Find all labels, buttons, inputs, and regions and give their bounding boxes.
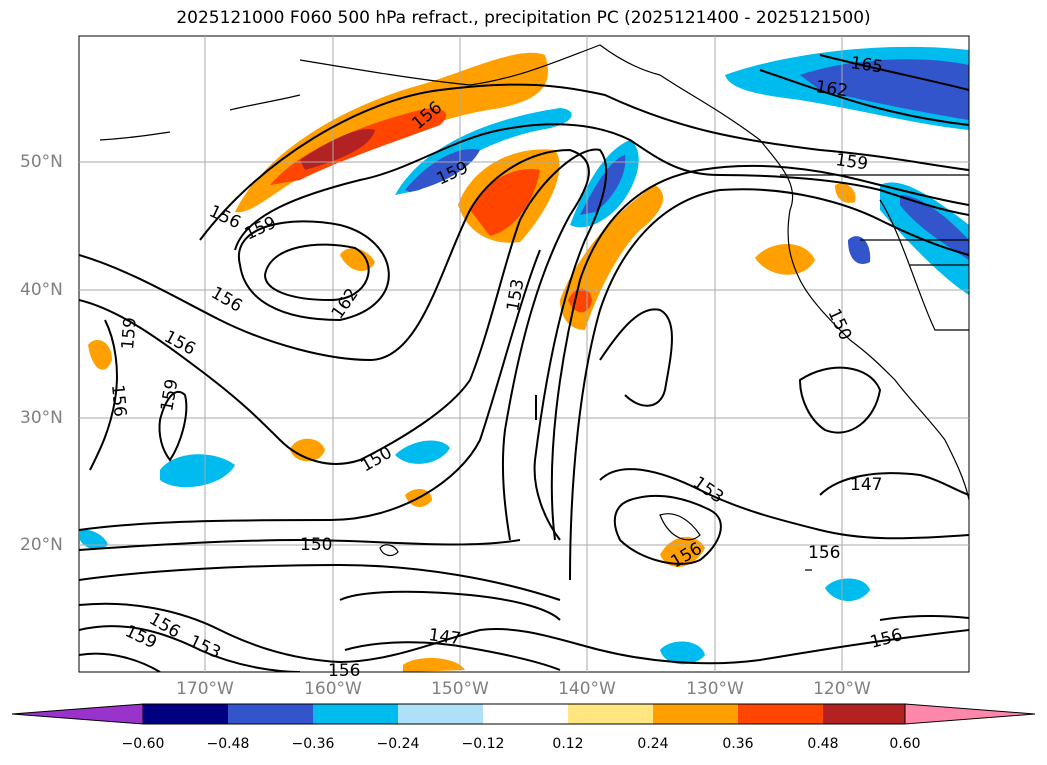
colorbar-tick: 0.36 (722, 736, 754, 752)
precip-patch-small-4 (395, 440, 450, 464)
colorbar-bin (738, 704, 823, 724)
colorbar-bin (313, 704, 398, 724)
contour-label: 159 (157, 377, 182, 412)
lon-label: 160°W (304, 679, 362, 699)
lat-label: 40°N (20, 280, 63, 300)
precip-patch-small-5 (755, 244, 815, 275)
precip-patch-small-3 (160, 454, 235, 488)
colorbar-tick: 0.60 (889, 736, 921, 752)
precip-patch-diag-darkblue (580, 155, 626, 215)
colorbar-bin (568, 704, 653, 724)
colorbar-tick: 0.12 (552, 736, 584, 752)
lon-label: 130°W (686, 679, 744, 699)
contour-label: 147 (427, 625, 462, 649)
colorbar-tick: −0.12 (461, 736, 505, 752)
precip-patch-small-13 (835, 183, 856, 203)
precip-patch-small-8 (660, 641, 705, 665)
colorbar-tick: 0.24 (637, 736, 669, 752)
precip-patch-small-2 (290, 438, 325, 462)
contours (79, 54, 969, 672)
contour-label: 156 (808, 543, 840, 563)
precip-patch-small-12 (80, 529, 108, 550)
colorbar-bin (143, 704, 228, 724)
precip-patch-small-9 (88, 340, 112, 370)
precip-patch-small-10 (403, 658, 465, 672)
lon-label: 150°W (431, 679, 489, 699)
lat-label: 50°N (20, 152, 63, 172)
map-title: 2025121000 F060 500 hPa refract., precip… (176, 8, 871, 28)
contour-label: 147 (850, 475, 882, 495)
colorbar-bin (483, 704, 568, 724)
colorbar-extend-max (904, 703, 1036, 725)
contour-label: 159 (242, 213, 280, 245)
colorbar-tick: −0.24 (376, 736, 420, 752)
colorbar-tick: −0.36 (291, 736, 335, 752)
contour-label: 162 (814, 77, 849, 101)
contour-label: 150 (823, 306, 855, 344)
contour-label: 159 (118, 316, 141, 350)
colorbar-tick: −0.60 (121, 736, 165, 752)
contour-label: 156 (328, 661, 360, 681)
graticule (79, 36, 969, 672)
precip-patch-north-darkred (300, 129, 375, 170)
contour-label: 156 (208, 283, 246, 317)
precip-patch-small-6 (660, 536, 705, 567)
precip-shading (80, 46, 969, 672)
lon-label: 170°W (176, 679, 234, 699)
contour-labels: 165 162 159 159 159 156 156 156 162 153 … (107, 53, 905, 681)
precip-patch-central-red (470, 169, 540, 236)
contour-label: 156 (107, 384, 130, 418)
precip-patch-north-darkblue (405, 149, 480, 192)
colorbar-bin (398, 704, 483, 724)
contour-label: 165 (849, 53, 884, 77)
colorbar-extend-min (11, 703, 144, 725)
precip-patch-small-1 (340, 248, 375, 272)
lat-label: 30°N (20, 408, 63, 428)
colorbar (11, 703, 1036, 725)
colorbar-bin (228, 704, 313, 724)
colorbar-bin (653, 704, 738, 724)
map-frame (78, 35, 970, 673)
precip-patch-ne2-darkblue (900, 195, 969, 260)
contour-label: 150 (300, 535, 332, 555)
colorbar-bin (823, 704, 905, 724)
contour-label: 159 (834, 150, 869, 174)
precip-patch-small-14 (848, 236, 871, 264)
contour-label: 150 (358, 443, 396, 477)
lon-label: 140°W (558, 679, 616, 699)
colorbar-tick: 0.48 (807, 736, 839, 752)
contour-label: 153 (503, 277, 528, 312)
lon-label: 120°W (813, 679, 871, 699)
contour-label: 156 (868, 625, 905, 653)
coastlines (99, 44, 969, 571)
colorbar-tick: −0.48 (206, 736, 250, 752)
precip-patch-small-7 (825, 578, 870, 602)
lat-label: 20°N (20, 535, 63, 555)
